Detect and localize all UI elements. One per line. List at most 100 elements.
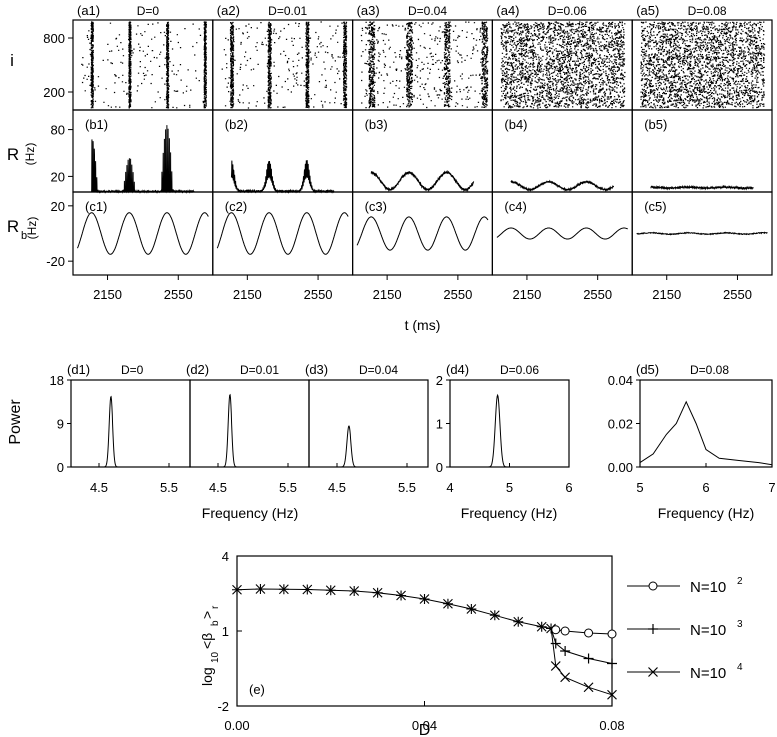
filtered-rate-trace — [356, 216, 489, 251]
panel-title: D=0.01 — [240, 363, 279, 377]
y-axis-label: log 10 <β b> r — [199, 605, 221, 686]
panel-title: D=0.08 — [688, 4, 727, 18]
y-axis-label: i — [10, 51, 14, 70]
panel-label: (a4) D=0.06 — [493, 2, 632, 19]
circle-marker — [560, 626, 570, 636]
panel-tag: (c1) — [85, 199, 107, 214]
y-tick-label: 0.02 — [608, 417, 633, 432]
rate-trace — [230, 160, 335, 194]
x-tick-label: 2150 — [652, 287, 681, 302]
panel-tag: (c5) — [644, 199, 666, 214]
plus-marker — [607, 658, 617, 669]
filtered-rate-trace — [216, 212, 349, 255]
legend-label-superscript: 2 — [737, 576, 743, 587]
x-tick-label: 2550 — [164, 287, 193, 302]
panel-title: D=0.06 — [548, 4, 587, 18]
y-tick-label: 9 — [57, 417, 64, 432]
legend-entry: N=10 3 — [627, 619, 743, 639]
panel-frame — [70, 379, 191, 468]
legend-label: N=10 — [690, 579, 726, 596]
x-tick-label: 5.5 — [160, 480, 178, 495]
panel-label: (a2) D=0.01 — [213, 2, 352, 19]
y-tick-label: 200 — [43, 85, 65, 100]
panel-title: D=0.04 — [408, 4, 447, 18]
y-axis-unit: (Hz) — [23, 143, 37, 166]
panel-title: D=0.08 — [690, 363, 729, 377]
series — [550, 625, 617, 639]
y-axis-label: R — [7, 217, 19, 236]
y-label-close-subscript: r — [210, 605, 221, 609]
legend-label: N=10 — [690, 622, 726, 639]
shared-cross-marker — [302, 584, 313, 595]
x-tick-label: 2150 — [93, 287, 122, 302]
shared-cross-marker — [536, 621, 547, 632]
plus-marker — [583, 653, 594, 664]
y-label-body-subscript: b — [210, 620, 221, 626]
y-label-body: <β — [199, 633, 215, 649]
label-background — [633, 2, 771, 19]
shared-cross-marker — [325, 585, 336, 596]
panel-tag: (a3) — [357, 3, 380, 18]
x-axis-label: D — [419, 722, 431, 737]
shared-cross-marker — [349, 586, 360, 596]
y-axis-subscript: b — [21, 230, 27, 242]
shared-cross-marker — [443, 598, 453, 609]
rate-trace — [91, 125, 195, 194]
y-tick-label: 20 — [51, 169, 65, 184]
x-tick-label: 2550 — [723, 287, 752, 302]
series — [550, 628, 617, 669]
y-tick-label: 18 — [50, 373, 64, 388]
x-tick-label: 4.5 — [90, 480, 108, 495]
cross-marker — [648, 667, 658, 677]
panel-tag: (a4) — [496, 3, 519, 18]
plus-marker — [560, 646, 571, 656]
x-axis-label: t (ms) — [405, 317, 441, 333]
panel-label: (a3) D=0.04 — [353, 2, 492, 19]
y-axis-label: Power — [7, 399, 24, 445]
panel-title: D=0.01 — [268, 4, 307, 18]
raster-panel: (a1) D=0 — [72, 2, 214, 111]
panel-frame — [189, 379, 310, 468]
filtered-rate-panel: (c1) 2150 2550 — [72, 191, 214, 302]
shared-cross-marker — [232, 584, 242, 595]
filtered-rate-panel: (c2) 2150 2550 — [212, 191, 354, 302]
shared-cross-marker — [396, 590, 406, 601]
panel-frame — [639, 379, 773, 468]
shared-curve — [236, 588, 552, 629]
y-tick-label: 2 — [436, 373, 443, 388]
panel-tag: (b5) — [644, 117, 667, 132]
rate-panel: (b4) — [491, 109, 633, 193]
power-spectrum-row: (d1) D=0 4.5 5.5 18 9 0 (d2) D=0.01 4.5 5.5 (d3) D=0… — [7, 362, 776, 521]
raster-panel: (a2) D=0.01 — [212, 2, 354, 111]
spectrum-trace — [190, 393, 309, 468]
shared-cross-marker — [278, 584, 289, 595]
shared-cross-marker — [513, 616, 524, 627]
legend-label-superscript: 4 — [737, 662, 743, 673]
panel-tag: (d1) — [67, 362, 90, 377]
panel-tag: (c3) — [365, 199, 387, 214]
x-tick-label: 4 — [446, 480, 453, 495]
rate-panel: (b3) — [352, 109, 494, 193]
legend-entry: N=10 4 — [627, 662, 743, 682]
x-tick-label: 5 — [636, 480, 643, 495]
x-tick-label: 4.5 — [328, 480, 346, 495]
x-tick-label: 2150 — [512, 287, 541, 302]
x-tick-label: 5.5 — [279, 480, 297, 495]
legend-entry: N=10 2 — [627, 576, 743, 596]
panel-tag: (a1) — [77, 3, 100, 18]
y-label-log: log — [199, 667, 215, 686]
panel-tag: (b4) — [504, 117, 527, 132]
panel-tag: (c2) — [225, 199, 247, 214]
x-tick-label: 5.5 — [398, 480, 416, 495]
shared-cross-marker — [372, 587, 383, 598]
rate-trace — [650, 184, 754, 191]
plus-marker — [550, 638, 561, 649]
panel-label: (a5) D=0.08 — [633, 2, 771, 19]
raster-panel: (a4) D=0.06 — [491, 2, 633, 111]
spectrum-panel: (d3) D=0.04 4.5 5.5 — [305, 362, 429, 495]
y-tick-label: -2 — [217, 699, 229, 714]
x-axis-label: Frequency (Hz) — [461, 505, 557, 521]
filtered-rate-trace — [77, 212, 209, 255]
spectrum-panel: (d1) D=0 4.5 5.5 18 9 0 — [50, 362, 191, 495]
